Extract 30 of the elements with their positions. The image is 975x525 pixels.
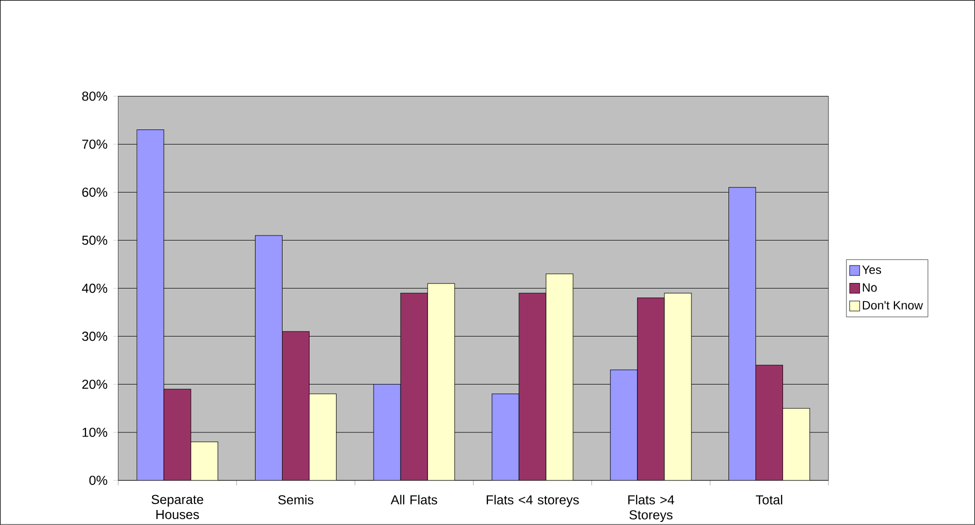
bar [637,297,665,480]
legend-label: Yes [862,265,882,274]
y-tick-label: 60% [82,187,108,197]
legend-label: No [862,283,877,292]
y-tick-label: 50% [82,235,108,245]
bar [427,283,455,480]
bar [756,364,784,480]
x-tick-label: All Flats [390,494,438,504]
x-tick-label: Flats >4 Storeys [628,494,674,522]
bar [664,292,692,480]
y-tick-label: 10% [82,428,108,437]
x-tick-label: Separate Houses [152,494,204,519]
x-tick-label: Semis [278,494,314,504]
y-tick-label: 0% [89,476,108,485]
bar [400,292,428,480]
bar [282,331,310,480]
bar [782,408,810,480]
bar [190,442,218,480]
bar [309,393,337,480]
y-tick-label: 40% [82,283,108,293]
x-tick-label: Total [756,494,782,504]
bar [518,292,546,480]
bar [164,388,192,480]
x-tick-label: Flats <4 storeys [486,494,579,507]
y-tick-label: 80% [82,91,108,101]
y-tick-label: 30% [82,332,108,341]
bar [546,273,574,480]
y-tick-label: 70% [82,139,108,149]
y-tick-label: 20% [82,380,108,389]
legend-label: Don't Know [862,300,923,310]
